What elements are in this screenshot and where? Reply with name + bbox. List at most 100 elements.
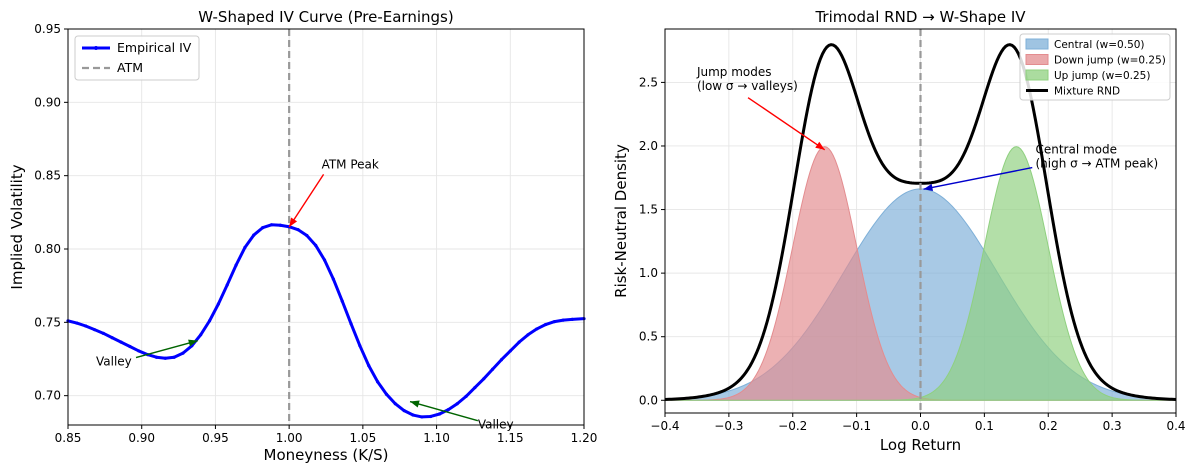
iv-point — [252, 233, 256, 237]
y-tick-label: 0.95 — [34, 22, 61, 36]
x-tick-label: 0.2 — [1039, 419, 1058, 433]
legend-marker — [94, 46, 98, 50]
annotation-arrow-head — [289, 217, 298, 227]
plot-frame — [67, 28, 585, 426]
legend-swatch — [1025, 38, 1049, 50]
annotation-label: (low σ → valleys) — [697, 79, 798, 93]
annotation-label: ATM Peak — [322, 157, 379, 171]
iv-point — [199, 333, 203, 337]
annotation-arrow-line — [135, 339, 198, 359]
iv-point — [340, 299, 344, 303]
iv-point — [455, 402, 459, 406]
iv-point — [402, 409, 406, 413]
iv-point — [137, 349, 141, 353]
iv-point — [570, 317, 574, 321]
iv-point — [473, 386, 477, 390]
iv-point — [207, 319, 212, 323]
iv-point — [429, 414, 433, 419]
legend-label: ATM — [117, 60, 143, 75]
iv-series-line — [67, 223, 585, 419]
annotation-label: Valley — [96, 355, 132, 369]
iv-point — [411, 413, 415, 417]
iv-point — [367, 364, 371, 368]
iv-point — [243, 245, 247, 250]
x-tick-label: 1.15 — [497, 431, 524, 445]
y-tick-label: 0.75 — [34, 315, 61, 329]
iv-point — [384, 392, 389, 396]
iv-point — [296, 228, 300, 232]
x-tick-label: −0.2 — [778, 419, 807, 433]
iv-point — [84, 324, 88, 328]
annotation-arrow-head — [923, 183, 934, 191]
annotation-arrow-line — [288, 173, 325, 228]
x-tick-label: −0.1 — [842, 419, 871, 433]
iv-point — [92, 328, 97, 332]
iv-point — [216, 302, 220, 306]
iv-point — [446, 408, 450, 412]
iv-point — [358, 344, 362, 348]
iv-point — [517, 340, 521, 344]
iv-point — [119, 340, 123, 344]
iv-point — [110, 336, 114, 340]
legend-swatch — [1025, 69, 1049, 81]
iv-point — [305, 233, 309, 238]
iv-point — [490, 367, 495, 371]
iv-point — [437, 412, 442, 416]
x-tick-label: 1.05 — [349, 431, 376, 445]
iv-point — [75, 321, 79, 325]
y-tick-label: 2.5 — [639, 75, 658, 89]
iv-point — [420, 415, 424, 419]
legend-label: Empirical IV — [117, 40, 192, 55]
annotation-arrow-head — [815, 141, 825, 150]
iv-point — [172, 355, 176, 359]
x-tick-label: −0.3 — [714, 419, 743, 433]
iv-point — [393, 402, 397, 406]
x-tick-label: 0.1 — [975, 419, 994, 433]
iv-point — [544, 322, 548, 327]
x-tick-label: 0.85 — [55, 431, 82, 445]
iv-point — [508, 349, 512, 353]
iv-point — [482, 377, 486, 381]
legend-label: Up jump (w=0.25) — [1054, 70, 1150, 82]
rnd-chart: Jump modes(low σ → valleys) Central mode(… — [612, 8, 1186, 454]
x-axis-label: Moneyness (K/S) — [264, 446, 389, 463]
iv-point — [322, 258, 327, 262]
iv-point — [331, 277, 335, 281]
iv-point — [464, 394, 468, 398]
iv-point — [181, 351, 185, 355]
iv-point — [101, 331, 105, 335]
annotation-arrow-line — [747, 97, 826, 151]
y-tick-label: 0.80 — [34, 242, 61, 256]
x-tick-label: 1.10 — [423, 431, 450, 445]
iv-point — [376, 380, 380, 384]
legend: Empirical IV ATM — [74, 35, 200, 81]
iv-point — [234, 263, 238, 267]
annotation-arrow-line — [409, 400, 479, 422]
iv-point — [535, 327, 539, 331]
x-tick-label: −0.4 — [650, 419, 679, 433]
iv-point — [349, 322, 353, 326]
x-tick-label: 0.3 — [1103, 419, 1122, 433]
y-tick-label: 0.85 — [34, 169, 61, 183]
annotation-arrow-head — [188, 339, 198, 347]
y-tick-label: 2.0 — [639, 139, 658, 153]
legend-swatch — [1025, 54, 1049, 65]
legend-label: Down jump (w=0.25) — [1054, 55, 1166, 67]
annotation-label: Jump modes — [696, 65, 772, 79]
y-axis-label: Implied Volatility — [8, 164, 26, 289]
annotation-arrow-line — [923, 166, 1033, 190]
iv-point — [552, 320, 557, 324]
iv-point — [261, 226, 265, 230]
y-tick-label: 0.5 — [639, 330, 658, 344]
legend: Central (w=0.50) Down jump (w=0.25) Up jum… — [1019, 33, 1171, 101]
y-tick-label: 1.5 — [639, 203, 658, 217]
y-axis-label: Risk-Neutral Density — [612, 144, 630, 298]
legend-label: Mixture RND — [1054, 86, 1120, 98]
iv-point — [163, 356, 167, 360]
x-tick-label: 1.00 — [276, 431, 303, 445]
x-tick-label: 0.0 — [911, 419, 930, 433]
x-tick-label: 0.4 — [1166, 419, 1185, 433]
iv-point — [561, 318, 565, 322]
